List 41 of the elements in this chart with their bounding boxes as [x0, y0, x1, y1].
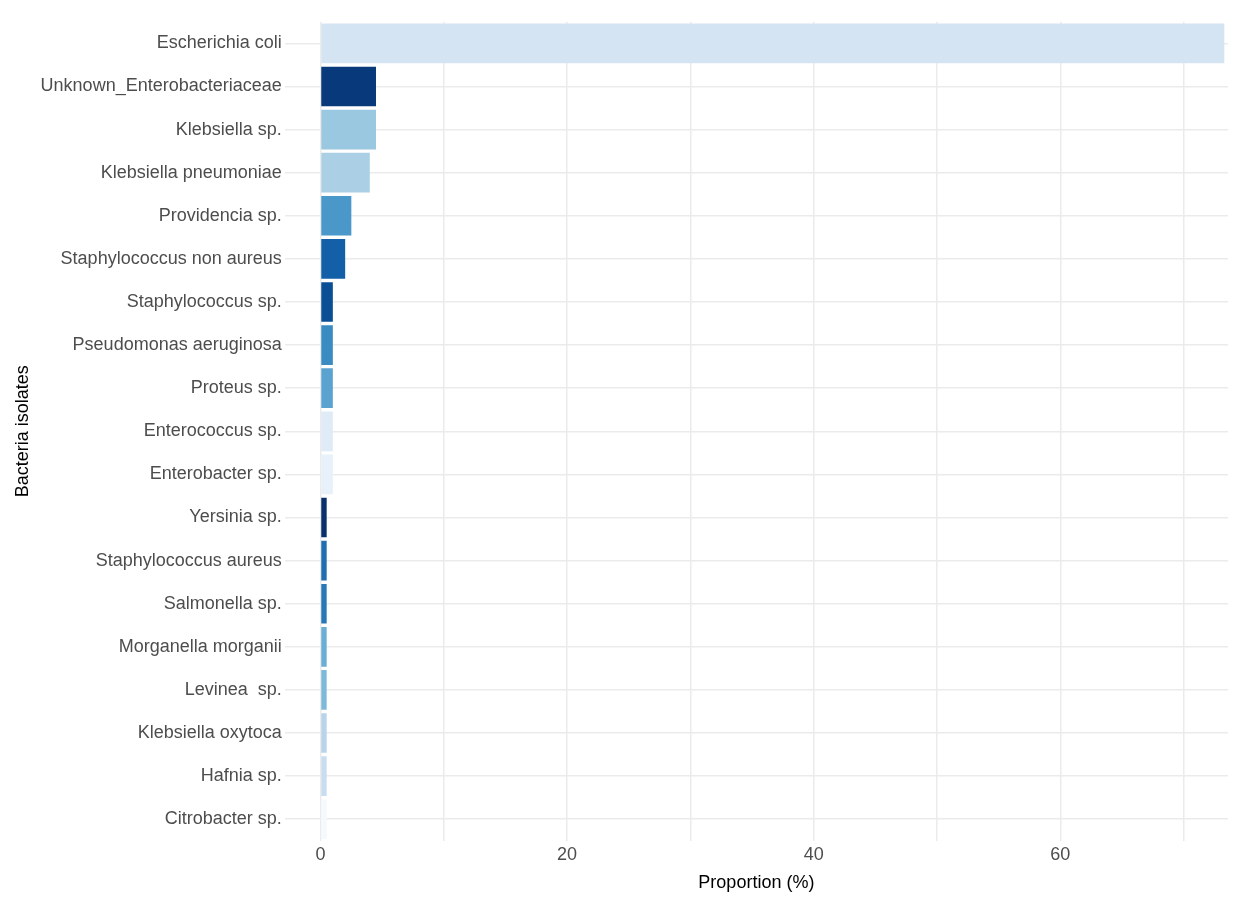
y-tick-label: Yersinia sp. [189, 506, 282, 527]
y-axis-title: Bacteria isolates [11, 365, 32, 498]
bar [321, 239, 346, 279]
bar [321, 756, 327, 796]
bar [321, 583, 327, 624]
bar [321, 282, 333, 322]
y-tick-label: Staphylococcus sp. [126, 290, 282, 311]
bar [321, 627, 327, 667]
bar [321, 670, 327, 710]
y-tick-label: Escherichia coli [156, 32, 282, 53]
bar [321, 66, 376, 107]
y-tick-label: Klebsiella pneumoniae [100, 161, 282, 182]
x-tick-label: 20 [557, 843, 578, 864]
y-tick-label: Hafnia sp. [200, 765, 282, 786]
y-tick-label: Levinea sp. [184, 678, 282, 699]
bar [321, 368, 333, 409]
y-tick-label: Enterobacter sp. [149, 463, 282, 484]
y-tick-label: Staphylococcus aureus [95, 549, 282, 570]
y-tick-label: Salmonella sp. [163, 592, 282, 613]
y-tick-label: Enterococcus sp. [143, 420, 282, 441]
y-tick-label: Morganella morganii [118, 635, 282, 656]
y-tick-label: Klebsiella oxytoca [137, 722, 283, 743]
y-tick-label: Citrobacter sp. [164, 808, 282, 829]
bar [321, 713, 327, 753]
bar [321, 195, 352, 236]
bar [321, 23, 1225, 64]
bar [321, 540, 327, 581]
y-tick-label: Pseudomonas aeruginosa [72, 334, 283, 355]
bar [321, 152, 370, 193]
x-axis-title: Proportion (%) [698, 872, 815, 893]
bar [321, 325, 333, 365]
x-tick-label: 60 [1050, 843, 1071, 864]
bar [321, 109, 376, 150]
y-tick-label: Proteus sp. [190, 377, 282, 398]
x-tick-label: 40 [803, 843, 824, 864]
y-tick-label: Staphylococcus non aureus [60, 247, 282, 268]
y-tick-label: Unknown_Enterobacteriaceae [40, 75, 282, 97]
bar [321, 497, 327, 538]
y-tick-label: Providencia sp. [158, 204, 282, 225]
x-tick-label: 0 [315, 843, 326, 864]
y-tick-label: Klebsiella sp. [175, 118, 282, 139]
